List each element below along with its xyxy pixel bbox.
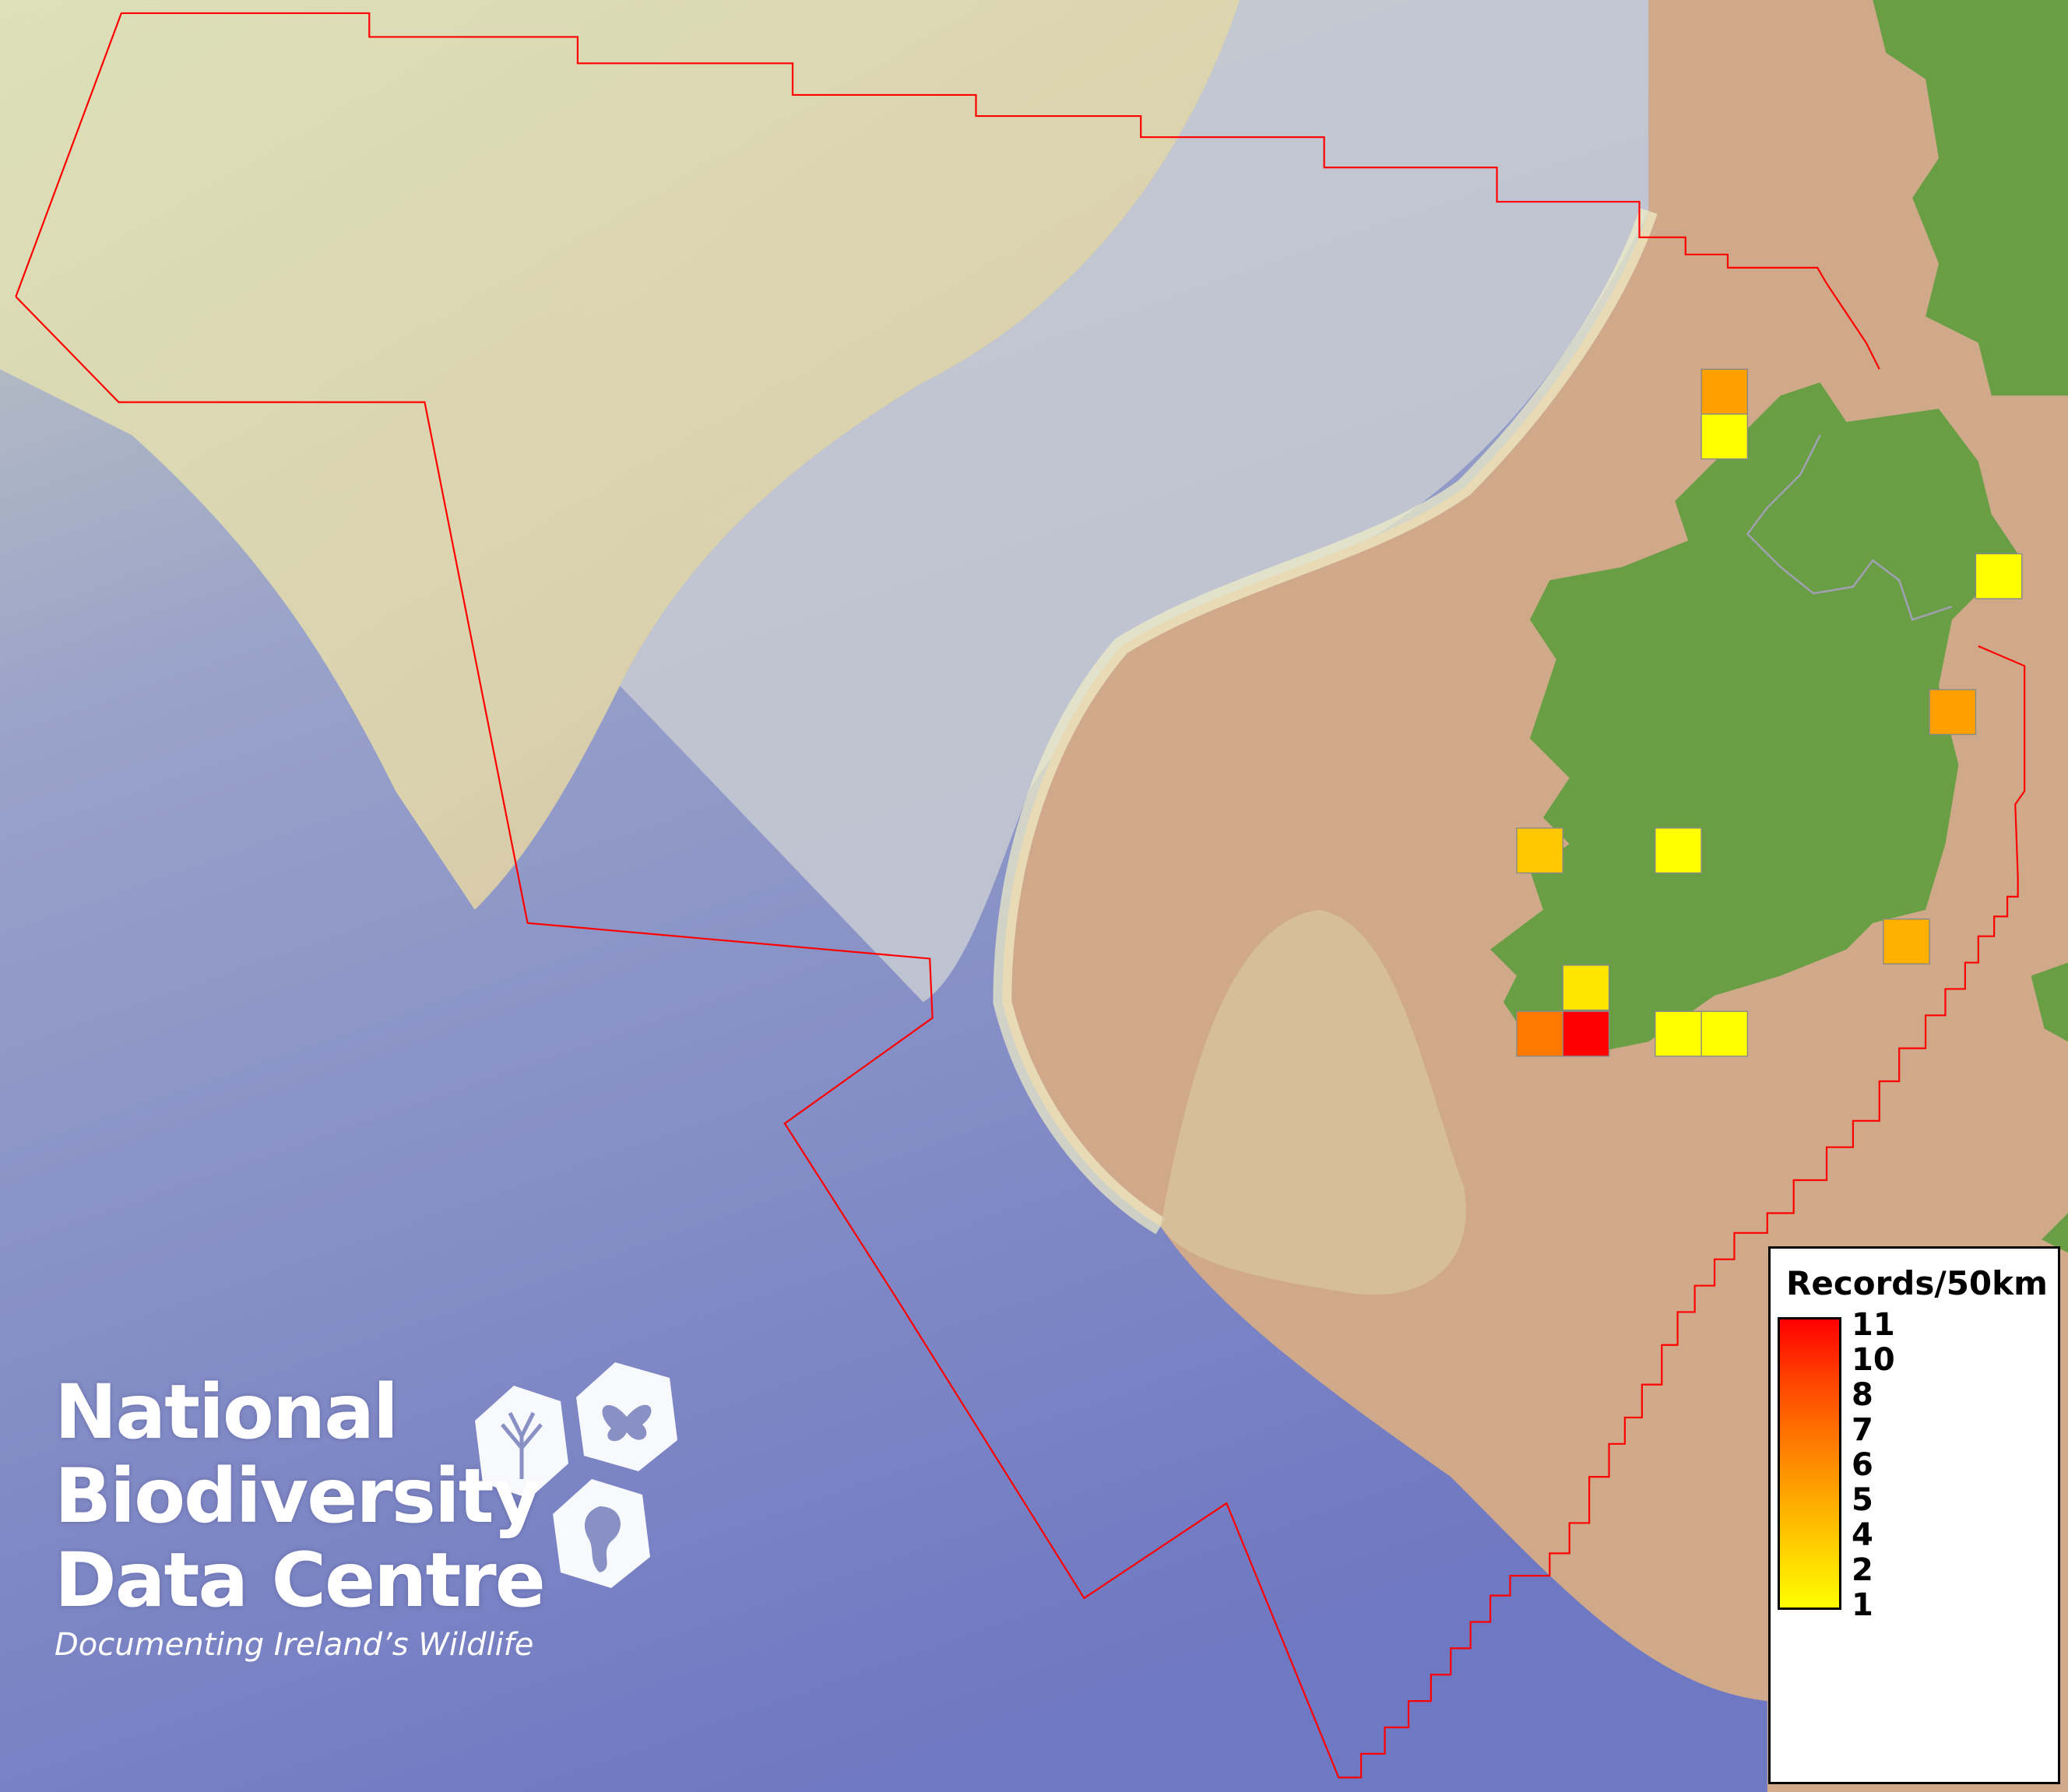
seahorse-icon: [553, 1479, 650, 1588]
butterfly-icon: [576, 1362, 677, 1471]
ireland-land: [1490, 382, 2018, 1056]
grid-cell: [1929, 689, 1977, 736]
legend-color-ramp: [1778, 1317, 1841, 1610]
legend-tick: 5: [1852, 1482, 1873, 1518]
legend-tick: 6: [1852, 1447, 1873, 1483]
grid-cell: [1700, 1010, 1749, 1057]
map-legend: Records/50km 11 10 8 7 6 5 4 2 1: [1768, 1246, 2060, 1784]
grid-cell: [1655, 1010, 1702, 1057]
grid-cell: [1700, 368, 1749, 415]
irish-waters-boundary-south: [15, 296, 2026, 1779]
legend-title: Records/50km: [1786, 1264, 2048, 1302]
grid-cell: [1700, 413, 1749, 460]
logo-tagline: Documenting Ireland’s Wildlife: [55, 1627, 534, 1663]
legend-tick: 8: [1852, 1377, 1873, 1413]
grid-cell: [1516, 827, 1563, 874]
logo-hexagons: [475, 1362, 677, 1588]
scotland-land: [1873, 0, 2068, 396]
grid-cells: [1516, 368, 2023, 1057]
grid-cell: [1975, 553, 2023, 599]
legend-tick: 11: [1852, 1307, 1895, 1343]
tree-icon: [475, 1386, 568, 1499]
northern-ireland-border: [1746, 434, 1953, 621]
logo-line-data-centre: Data Centre: [55, 1537, 546, 1624]
irish-waters-boundary-north: [15, 12, 1880, 370]
cornwall-land: [2042, 1213, 2068, 1253]
grid-cell: [1562, 1010, 1610, 1057]
shelf-edge-highlight: [993, 208, 1658, 1235]
wales-land: [2031, 962, 2068, 1042]
grid-cell: [1655, 827, 1702, 874]
grid-cell: [1883, 918, 1930, 965]
legend-tick: 7: [1852, 1412, 1873, 1448]
legend-tick: 4: [1852, 1517, 1873, 1553]
legend-tick: 1: [1852, 1587, 1873, 1623]
grid-cell: [1516, 1010, 1563, 1057]
porcupine-bank: [1160, 909, 1466, 1295]
grid-cell: [1562, 965, 1610, 1011]
legend-ticks: 11 10 8 7 6 5 4 2 1: [1852, 1309, 1895, 1621]
legend-tick: 10: [1852, 1342, 1895, 1378]
logo-line-national: National: [55, 1369, 399, 1456]
nbdc-logo: National Biodiversity Data Centre Docume…: [55, 1362, 677, 1663]
rockall-plateau: [0, 0, 1240, 910]
rockall-trough: [620, 0, 1649, 1003]
legend-tick: 2: [1852, 1552, 1873, 1588]
logo-line-biodiversity: Biodiversity: [55, 1453, 541, 1540]
